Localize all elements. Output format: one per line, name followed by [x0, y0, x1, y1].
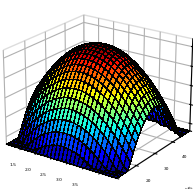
Y-axis label: Sample, mL: Sample, mL — [173, 179, 193, 189]
